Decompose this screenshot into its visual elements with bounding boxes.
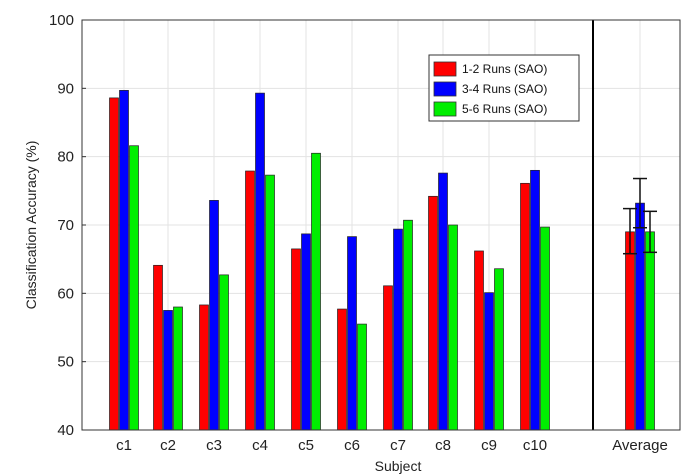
bar-c8-series-3 [448, 224, 458, 431]
bar-c3-series-3 [219, 274, 229, 431]
x-axis-label: Subject [375, 458, 422, 474]
bar-c7-series-3 [403, 219, 413, 431]
y-tick-label: 40 [57, 422, 74, 439]
x-tick-label: c5 [298, 437, 314, 454]
bar-c3-series-2 [209, 200, 219, 431]
bar-c4-series-2 [255, 92, 265, 431]
x-tick-label: c7 [390, 437, 406, 454]
bar-c2-series-1 [153, 264, 163, 431]
bar-c8-series-1 [428, 195, 438, 431]
bar-Average-series-3 [645, 231, 655, 431]
y-axis-label: Classification Accuracy (%) [23, 141, 39, 310]
legend-label-2: 3-4 Runs (SAO) [462, 82, 547, 96]
bar-c3-series-1 [199, 304, 209, 431]
y-tick-label: 60 [57, 285, 74, 302]
bar-c9-series-3 [494, 268, 504, 431]
bar-c10-series-2 [530, 169, 540, 431]
y-tick-labels: 40 50 60 70 80 90 100 [49, 12, 86, 439]
x-tick-label: c8 [435, 437, 451, 454]
bar-c2-series-2 [163, 310, 173, 431]
x-tick-label: c2 [160, 437, 176, 454]
legend-swatch-1 [433, 61, 457, 77]
x-tick-label: c3 [206, 437, 222, 454]
legend-label-1: 1-2 Runs (SAO) [462, 62, 547, 76]
y-tick-label: 100 [49, 12, 74, 29]
bar-c1-series-2 [119, 90, 129, 431]
bar-c6-series-1 [337, 308, 347, 431]
bar-Average-series-1 [625, 231, 635, 431]
bars [109, 90, 655, 431]
legend-swatch-3 [433, 101, 457, 117]
x-tick-label: Average [612, 437, 668, 454]
y-tick-label: 70 [57, 217, 74, 234]
bar-c10-series-3 [540, 226, 550, 431]
x-tick-labels: c1 c2 c3 c4 c5 c6 c7 c8 c9 c10 Average [116, 437, 668, 454]
bar-c1-series-1 [109, 97, 119, 431]
bar-c5-series-3 [311, 152, 321, 431]
bar-c10-series-1 [520, 182, 530, 431]
bar-c1-series-3 [129, 145, 139, 431]
x-tick-label: c6 [344, 437, 360, 454]
bar-c6-series-2 [347, 236, 357, 431]
bar-Average-series-2 [635, 202, 645, 431]
legend-label-3: 5-6 Runs (SAO) [462, 102, 547, 116]
bar-c9-series-2 [484, 292, 494, 431]
error-bars [623, 177, 657, 255]
legend-swatch-2 [433, 81, 457, 97]
bar-c5-series-2 [301, 233, 311, 431]
y-tick-label: 90 [57, 80, 74, 97]
bar-c5-series-1 [291, 248, 301, 431]
x-tick-label: c4 [252, 437, 268, 454]
y-tick-label: 50 [57, 354, 74, 371]
x-tick-label: c9 [481, 437, 497, 454]
bar-c4-series-3 [265, 174, 275, 431]
bar-c8-series-2 [438, 172, 448, 431]
x-tick-label: c1 [116, 437, 132, 454]
bar-c2-series-3 [173, 306, 183, 431]
bar-c7-series-1 [383, 285, 393, 431]
legend: 1-2 Runs (SAO) 3-4 Runs (SAO) 5-6 Runs (… [428, 54, 580, 122]
bar-c4-series-1 [245, 170, 255, 431]
bar-c9-series-1 [474, 250, 484, 431]
bar-c7-series-2 [393, 228, 403, 431]
bar-c6-series-3 [357, 323, 367, 431]
y-tick-label: 80 [57, 149, 74, 166]
x-tick-label: c10 [523, 437, 547, 454]
